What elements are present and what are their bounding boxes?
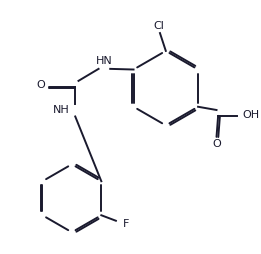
- Text: Cl: Cl: [153, 21, 164, 31]
- Text: O: O: [212, 139, 221, 149]
- Text: NH: NH: [53, 105, 69, 115]
- Text: F: F: [122, 219, 129, 229]
- Text: HN: HN: [96, 56, 113, 66]
- Text: O: O: [36, 80, 45, 90]
- Text: OH: OH: [242, 110, 259, 120]
